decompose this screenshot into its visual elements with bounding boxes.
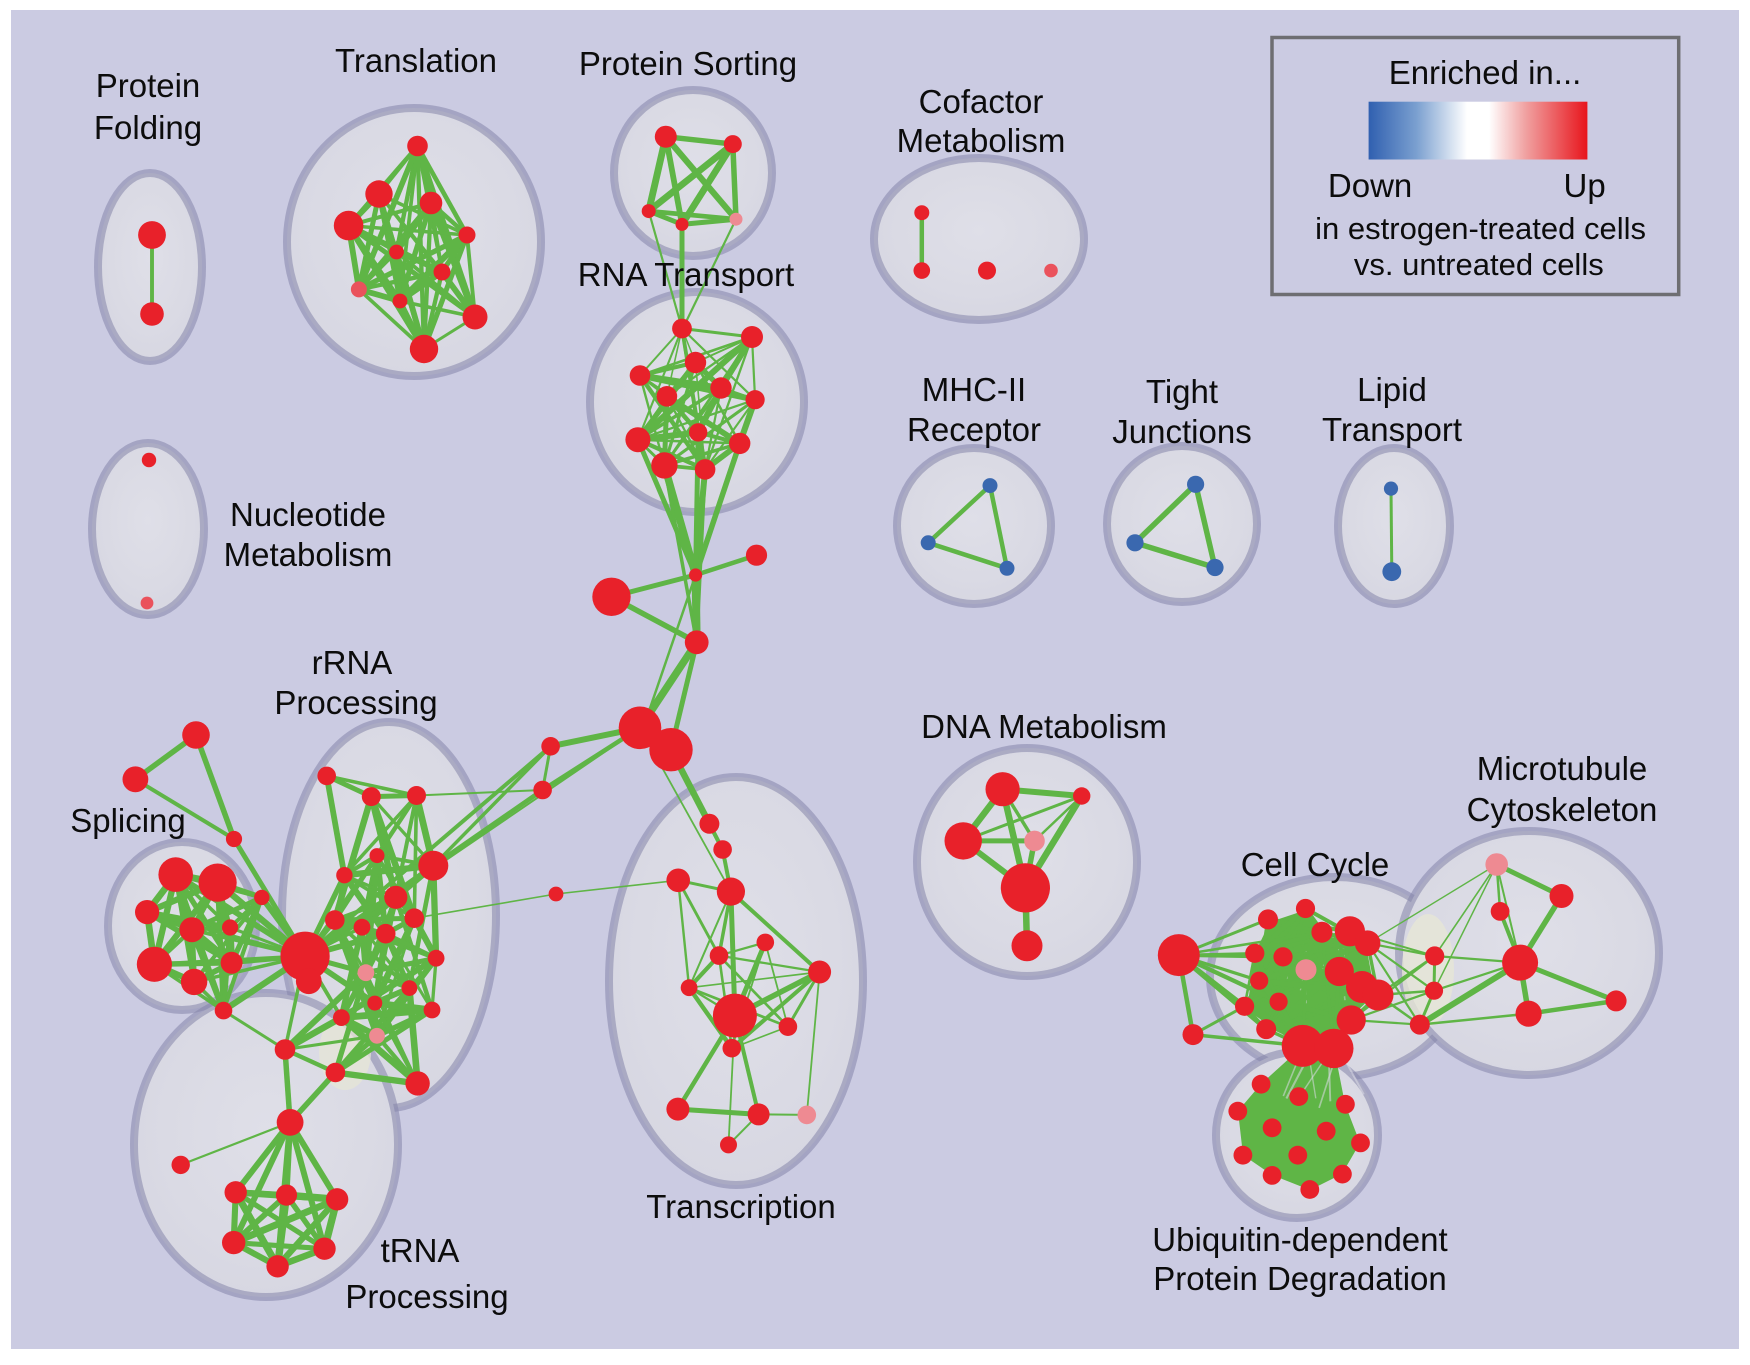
svg-text:Splicing: Splicing — [70, 802, 186, 839]
svg-text:Enriched in...: Enriched in... — [1389, 54, 1582, 91]
svg-text:Cytoskeleton: Cytoskeleton — [1467, 791, 1658, 828]
svg-text:Metabolism: Metabolism — [224, 536, 393, 573]
svg-text:Metabolism: Metabolism — [897, 122, 1066, 159]
svg-text:vs. untreated cells: vs. untreated cells — [1354, 247, 1604, 282]
svg-text:rRNA: rRNA — [312, 644, 393, 681]
svg-text:Receptor: Receptor — [907, 411, 1041, 448]
svg-text:Protein: Protein — [96, 67, 201, 104]
svg-text:Junctions: Junctions — [1112, 413, 1251, 450]
svg-text:Processing: Processing — [345, 1278, 508, 1315]
svg-text:Up: Up — [1564, 167, 1606, 204]
svg-text:tRNA: tRNA — [381, 1232, 460, 1269]
svg-text:Transport: Transport — [1322, 411, 1462, 448]
svg-text:RNA Transport: RNA Transport — [578, 256, 794, 293]
svg-text:Microtubule: Microtubule — [1477, 750, 1648, 787]
svg-text:MHC-II: MHC-II — [922, 371, 1026, 408]
svg-text:Processing: Processing — [274, 684, 437, 721]
svg-text:Transcription: Transcription — [646, 1188, 836, 1225]
svg-text:Cofactor: Cofactor — [919, 83, 1044, 120]
svg-text:Folding: Folding — [94, 109, 202, 146]
svg-text:Down: Down — [1328, 167, 1412, 204]
svg-text:Translation: Translation — [335, 42, 497, 79]
svg-text:Cell Cycle: Cell Cycle — [1241, 846, 1390, 883]
svg-text:Ubiquitin-dependent: Ubiquitin-dependent — [1152, 1221, 1447, 1258]
svg-text:DNA Metabolism: DNA Metabolism — [921, 708, 1167, 745]
svg-text:Nucleotide: Nucleotide — [230, 496, 386, 533]
svg-text:in estrogen-treated cells: in estrogen-treated cells — [1315, 211, 1646, 246]
svg-text:Protein Degradation: Protein Degradation — [1153, 1260, 1447, 1297]
svg-text:Lipid: Lipid — [1357, 371, 1427, 408]
svg-text:Protein Sorting: Protein Sorting — [579, 45, 797, 82]
svg-text:Tight: Tight — [1146, 373, 1218, 410]
